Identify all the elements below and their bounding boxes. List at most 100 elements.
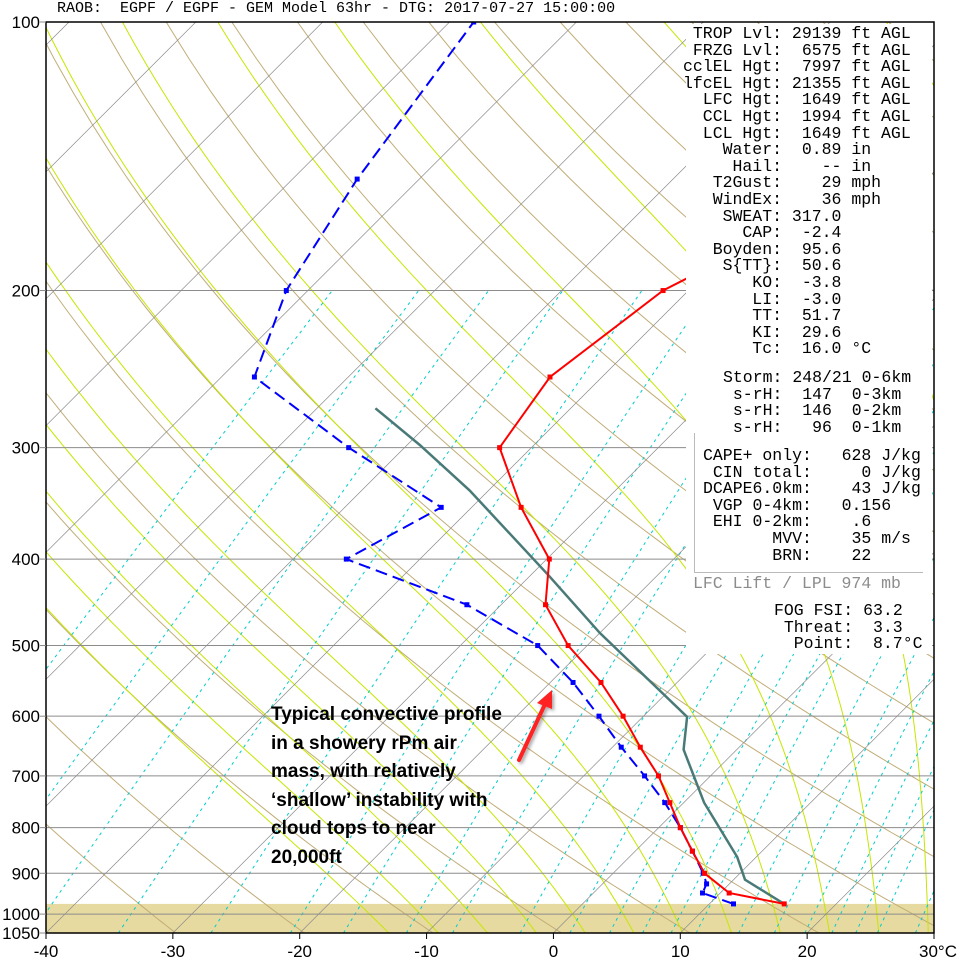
indices-row: Boyden: 95.6 [683, 239, 911, 259]
indices-unit: in [851, 156, 872, 176]
storm-panel: Storm: 248/21 0-6km s-rH: 147 0-3km s-rH: … [723, 368, 912, 437]
dewpoint-marker [700, 890, 706, 896]
indices-row: KO: -3.8 [683, 274, 911, 292]
moist-adiabat [46, 606, 390, 933]
cape-row: MVV: 35 m/s [703, 528, 921, 548]
temperature-marker [637, 744, 643, 750]
cape-value: 0 [861, 462, 872, 482]
storm-value: 146 [802, 401, 832, 421]
indices-panel: TROP Lvl: 29139 ft AGL FRZG Lvl: 6575 ft … [683, 24, 911, 358]
storm-value: 248/21 [792, 368, 852, 387]
indices-label: LCL Hgt: [702, 123, 783, 143]
temperature-marker [660, 288, 666, 294]
indices-value: -- [821, 156, 842, 176]
mixing-ratio-line [46, 290, 490, 914]
annotation-line: 20,000ft [271, 846, 342, 868]
mixing-ratio-line [452, 290, 847, 933]
dewpoint-marker [346, 445, 352, 451]
cape-unit: m/s [881, 528, 911, 548]
fog-row: Point: 8.7°C [774, 634, 923, 654]
dry-adiabat [46, 501, 562, 933]
indices-label: S{TT}: [722, 256, 783, 276]
temperature-marker [677, 825, 683, 831]
temperature-marker [689, 848, 695, 854]
indices-unit: ft AGL [851, 106, 911, 126]
moist-adiabat [46, 261, 635, 933]
y-tick-label: 100 [12, 13, 40, 32]
mixing-ratio-line [46, 290, 420, 801]
x-tick-label: 10 [671, 942, 690, 961]
indices-value: 29139 [791, 24, 842, 43]
ground-band [46, 903, 934, 933]
isotherm [46, 22, 70, 46]
fog-row: FOG FSI: 63.2 [774, 602, 923, 620]
cape-label: CAPE+ only: [703, 446, 812, 465]
indices-label: lfcEL Hgt: [683, 73, 783, 93]
x-tick-label: -30 [161, 942, 186, 961]
storm-unit: 0-6km [861, 368, 912, 387]
indices-row: TROP Lvl: 29139 ft AGL [683, 24, 911, 43]
dewpoint-marker [535, 643, 541, 649]
storm-row: s-rH: 147 0-3km [723, 384, 911, 404]
annotation-line: Typical convective profile [271, 704, 502, 725]
temperature-marker [543, 602, 549, 608]
indices-value: 95.6 [801, 239, 842, 259]
moist-adiabat [46, 551, 439, 933]
storm-unit: 0-2km [851, 401, 902, 421]
temperature-marker [546, 556, 552, 562]
y-tick-label: 600 [12, 707, 40, 726]
indices-label: CAP: [742, 223, 783, 243]
indices-row: S{TT}: 50.6 [683, 258, 911, 275]
cape-unit: J/kg [881, 462, 921, 482]
dry-adiabat [46, 42, 934, 858]
temperature-marker [518, 504, 524, 510]
storm-label: Storm: [723, 368, 783, 387]
cape-value: .6 [851, 512, 872, 532]
storm-row: s-rH: 96 0-1km [723, 417, 911, 437]
cape-label: BRN: [772, 545, 812, 565]
storm-label: s-rH: [732, 384, 783, 404]
cape-box [694, 433, 923, 573]
indices-unit: mph [851, 173, 882, 193]
fog-row: Threat: 3.3 [774, 619, 923, 637]
y-tick-label: 400 [12, 550, 40, 569]
fog-value: 8.7 [872, 634, 903, 654]
storm-unit: 0-3km [851, 384, 902, 404]
storm-label: s-rH: [732, 417, 783, 437]
mixing-ratio-line [569, 306, 934, 933]
indices-label: WindEx: [712, 189, 783, 209]
indices-value: -3.0 [801, 289, 842, 309]
cape-row: CAPE+ only: 628 J/kg [703, 446, 921, 465]
annotation-text: Typical convective profile in a showery r… [271, 701, 502, 872]
indices-label: cclEL Hgt: [683, 57, 783, 77]
indices-value: 51.7 [801, 306, 842, 326]
indices-label: LFC Hgt: [702, 90, 783, 110]
indices-value: 0.89 [801, 140, 842, 160]
mixing-ratio-line [210, 290, 643, 933]
isotherm [933, 932, 934, 933]
storm-row: Storm: 248/21 0-6km [723, 368, 912, 387]
annotation-line: ‘shallow’ instability with [271, 789, 488, 811]
dry-adiabat [46, 931, 48, 933]
x-tick-label: -20 [287, 942, 312, 961]
storm-value: 96 [812, 417, 832, 437]
dewpoint-marker [570, 679, 576, 685]
indices-row: CCL Hgt: 1994 ft AGL [683, 106, 911, 126]
cape-row: CIN total: 0 J/kg [703, 462, 921, 482]
moist-adiabat [46, 490, 488, 933]
fog-unit: °C [902, 634, 923, 654]
indices-row: WindEx: 36 mph [683, 189, 911, 209]
indices-value: 29.6 [801, 322, 842, 342]
dry-adiabat [46, 392, 691, 933]
parcel-line [374, 407, 785, 905]
temperature-marker [701, 870, 707, 876]
mixing-ratio-line [695, 489, 934, 933]
dewpoint-marker [662, 800, 668, 806]
cape-value: 35 [851, 528, 872, 548]
indices-row: KI: 29.6 [683, 322, 911, 342]
indices-value: -2.4 [801, 223, 842, 243]
indices-row: TT: 51.7 [683, 306, 911, 326]
indices-unit: in [851, 140, 872, 160]
indices-value: 1649 [801, 90, 842, 110]
dry-adiabat [231, 22, 934, 659]
